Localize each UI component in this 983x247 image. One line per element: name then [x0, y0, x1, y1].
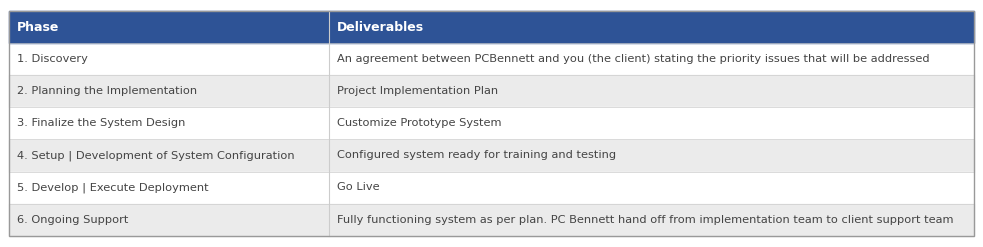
Text: 2. Planning the Implementation: 2. Planning the Implementation — [17, 86, 198, 97]
Bar — [9, 107, 974, 140]
Bar — [9, 43, 974, 76]
Bar — [9, 12, 974, 43]
Text: 3. Finalize the System Design: 3. Finalize the System Design — [17, 119, 186, 128]
Text: Deliverables: Deliverables — [337, 21, 424, 34]
Text: 4. Setup | Development of System Configuration: 4. Setup | Development of System Configu… — [17, 150, 295, 161]
Bar — [9, 171, 974, 204]
Text: Go Live: Go Live — [337, 183, 379, 192]
Text: 5. Develop | Execute Deployment: 5. Develop | Execute Deployment — [17, 182, 208, 193]
Text: Project Implementation Plan: Project Implementation Plan — [337, 86, 498, 97]
Text: Phase: Phase — [17, 21, 59, 34]
Text: 6. Ongoing Support: 6. Ongoing Support — [17, 214, 129, 225]
Text: Configured system ready for training and testing: Configured system ready for training and… — [337, 150, 616, 161]
Text: 1. Discovery: 1. Discovery — [17, 55, 87, 64]
Bar — [9, 204, 974, 235]
Text: Customize Prototype System: Customize Prototype System — [337, 119, 501, 128]
Text: Fully functioning system as per plan. PC Bennett hand off from implementation te: Fully functioning system as per plan. PC… — [337, 214, 954, 225]
Bar — [9, 140, 974, 171]
Bar — [9, 76, 974, 107]
Text: An agreement between PCBennett and you (the client) stating the priority issues : An agreement between PCBennett and you (… — [337, 55, 930, 64]
